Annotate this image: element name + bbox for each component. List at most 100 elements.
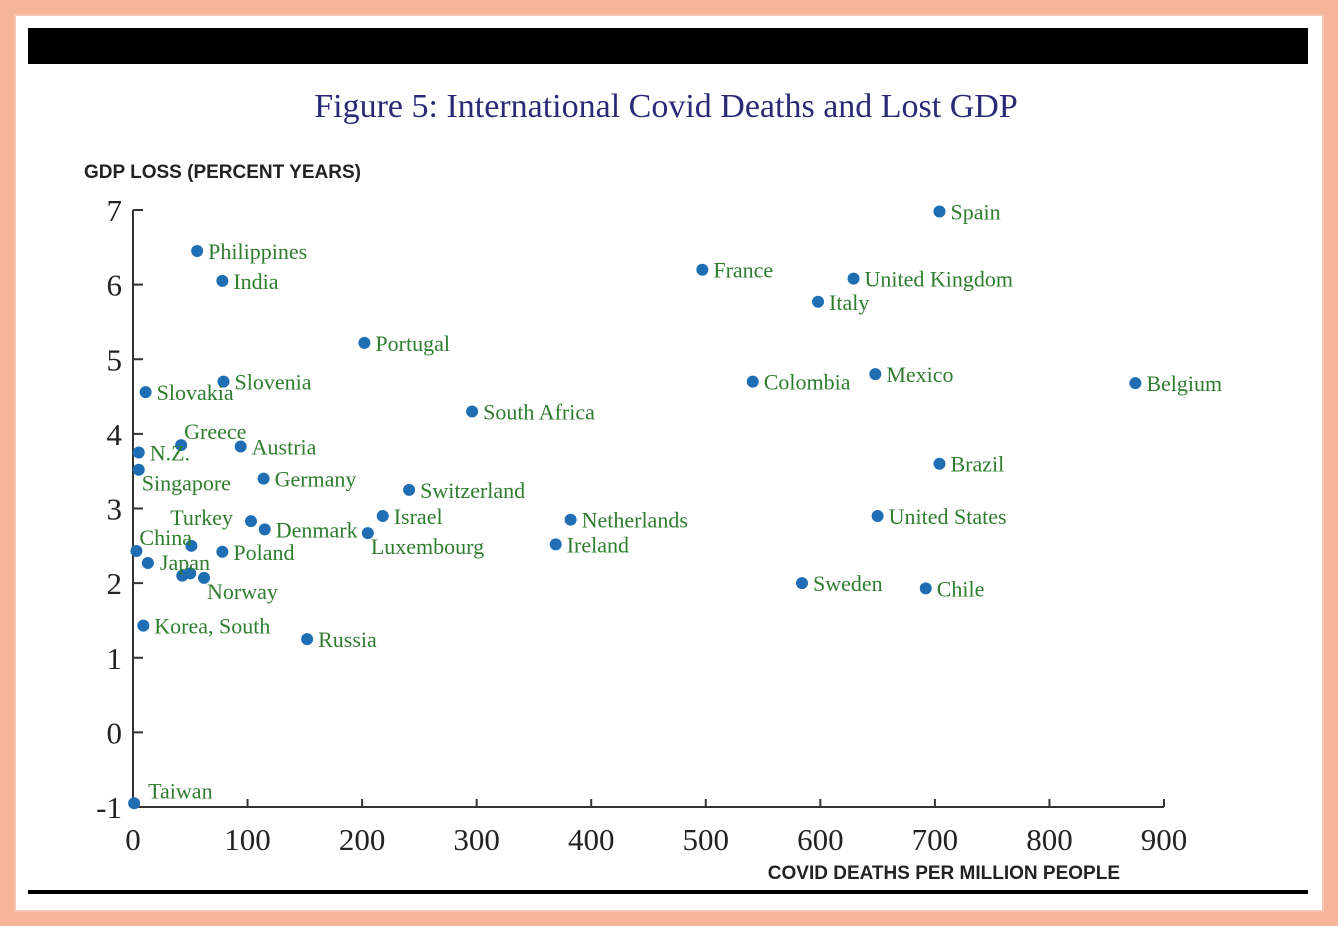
- point-label: Slovenia: [234, 370, 311, 395]
- data-point: [919, 582, 932, 595]
- data-point: [258, 523, 271, 536]
- y-axis-title: GDP LOSS (PERCENT YEARS): [84, 162, 361, 183]
- data-point: [466, 405, 479, 418]
- x-tick-label: 0: [125, 822, 141, 857]
- x-tick-label: 200: [339, 822, 386, 857]
- x-tick-label: 100: [224, 822, 271, 857]
- data-point: [216, 545, 229, 558]
- x-tick-label: 800: [1026, 822, 1073, 857]
- point-label: Taiwan: [148, 778, 212, 803]
- data-point: [358, 336, 371, 349]
- point-label: Greece: [184, 419, 246, 444]
- data-point: [871, 509, 884, 522]
- point-label: Chile: [937, 576, 985, 601]
- data-points: [128, 205, 1142, 810]
- data-point: [130, 545, 143, 558]
- point-label: Israel: [394, 504, 443, 529]
- data-point: [869, 368, 882, 381]
- point-label: Japan: [160, 550, 210, 575]
- data-point: [933, 457, 946, 470]
- point-label: Denmark: [276, 517, 358, 542]
- data-point: [376, 509, 389, 522]
- data-point: [184, 567, 197, 580]
- data-point: [132, 446, 145, 459]
- point-label: Slovakia: [157, 380, 234, 405]
- data-point: [933, 205, 946, 218]
- point-label: India: [233, 269, 278, 294]
- point-label: United Kingdom: [865, 267, 1014, 292]
- data-point: [216, 274, 229, 287]
- y-tick-label: 3: [107, 492, 123, 527]
- point-label: Colombia: [764, 370, 851, 395]
- y-tick-label: 6: [107, 268, 123, 303]
- point-label: Portugal: [375, 331, 450, 356]
- y-tick-label: 5: [107, 342, 123, 377]
- data-point: [796, 577, 809, 590]
- point-label: Poland: [233, 540, 294, 565]
- data-point: [361, 527, 374, 540]
- point-labels: Spain Philippines India France United Kingdo…: [139, 199, 1222, 803]
- point-label: Switzerland: [420, 478, 525, 503]
- header-bar: [28, 28, 1308, 64]
- x-tick-label: 700: [912, 822, 959, 857]
- point-label: Turkey: [170, 505, 233, 530]
- point-label: Austria: [252, 435, 317, 460]
- x-tick-label: 300: [453, 822, 500, 857]
- point-label: Spain: [950, 199, 1000, 224]
- point-label: N.Z.: [150, 441, 190, 466]
- footer-rule: [28, 890, 1308, 894]
- point-label: Korea, South: [154, 614, 270, 639]
- x-tick-label: 500: [683, 822, 730, 857]
- point-label: Singapore: [142, 471, 231, 496]
- data-point: [1129, 377, 1142, 390]
- x-axis-title: COVID DEATHS PER MILLION PEOPLE: [768, 863, 1120, 884]
- chart-frame: [14, 14, 1324, 912]
- point-label: South Africa: [483, 399, 595, 424]
- chart-title: Figure 5: International Covid Deaths and…: [314, 88, 1018, 125]
- point-label: Belgium: [1146, 371, 1222, 396]
- point-label: United States: [889, 504, 1007, 529]
- data-point: [234, 440, 247, 453]
- data-point: [141, 556, 154, 569]
- x-tick-label: 600: [797, 822, 844, 857]
- data-point: [257, 472, 270, 485]
- point-label: Luxembourg: [371, 534, 484, 559]
- point-label: Sweden: [813, 571, 883, 596]
- data-point: [549, 538, 562, 551]
- point-label: China: [139, 525, 192, 550]
- data-point: [403, 483, 416, 496]
- point-label: Ireland: [567, 532, 629, 557]
- point-label: Mexico: [886, 362, 953, 387]
- data-point: [175, 439, 188, 452]
- x-tick-label: 400: [568, 822, 615, 857]
- y-tick-label: 4: [107, 417, 123, 452]
- data-point: [132, 463, 145, 476]
- y-tick-label: -1: [96, 790, 122, 825]
- point-label: Norway: [207, 579, 278, 604]
- point-label: Italy: [829, 290, 869, 315]
- data-point: [137, 619, 150, 632]
- data-point: [198, 571, 211, 584]
- data-point: [217, 375, 230, 388]
- point-label: Russia: [318, 627, 377, 652]
- y-tick-label: 2: [107, 566, 123, 601]
- data-point: [696, 263, 709, 276]
- point-label: Brazil: [950, 452, 1004, 477]
- data-point: [564, 513, 577, 526]
- data-point: [746, 375, 759, 388]
- data-point: [139, 386, 152, 399]
- y-tick-label: 0: [107, 715, 123, 750]
- data-point: [812, 295, 825, 308]
- point-label: Netherlands: [582, 508, 688, 533]
- data-point: [185, 539, 198, 552]
- point-label: France: [713, 258, 773, 283]
- data-point: [847, 272, 860, 285]
- y-tick-label: 1: [107, 641, 123, 676]
- data-point: [128, 797, 141, 810]
- data-point: [301, 633, 314, 646]
- x-tick-label: 900: [1141, 822, 1188, 857]
- data-point: [244, 515, 257, 528]
- point-label: Philippines: [208, 239, 307, 264]
- point-label: Germany: [275, 467, 357, 492]
